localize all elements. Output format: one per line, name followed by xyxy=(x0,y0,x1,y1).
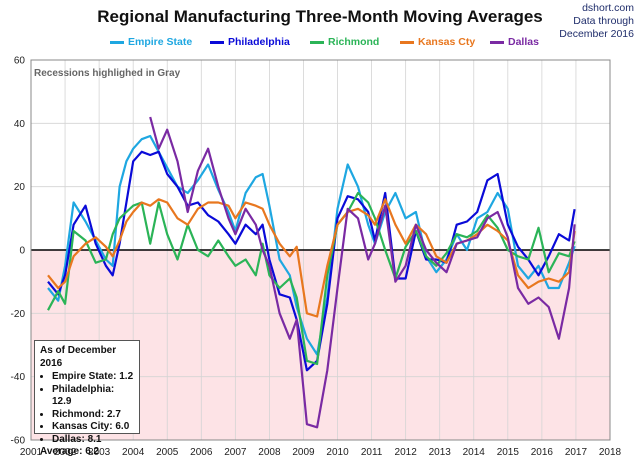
x-tick-label: 2010 xyxy=(326,447,349,458)
x-tick-label: 2006 xyxy=(190,447,213,458)
x-tick-label: 2005 xyxy=(156,447,179,458)
legend-swatch xyxy=(110,40,124,44)
legend-label: Dallas xyxy=(508,36,539,48)
stats-header: As of December 2016 xyxy=(40,345,117,369)
stats-item-richmond: Richmond: 2.7 xyxy=(52,409,134,422)
legend-label: Philadelphia xyxy=(228,36,290,48)
y-tick-label: -40 xyxy=(11,372,26,383)
x-tick-label: 2011 xyxy=(361,447,383,458)
series-line-kansas-cty xyxy=(47,198,576,318)
y-tick-label: 0 xyxy=(19,246,25,257)
series-line-empire-state xyxy=(47,134,576,356)
stats-average: Average: 6.2 xyxy=(40,446,100,457)
x-tick-label: 2013 xyxy=(429,447,452,458)
legend-item-dallas: Dallas xyxy=(490,36,539,48)
x-tick-label: 2018 xyxy=(599,447,622,458)
source-label[interactable]: dshort.com xyxy=(582,2,634,14)
source-block: dshort.com Data through December 2016 xyxy=(559,2,634,41)
y-tick-label: -60 xyxy=(11,436,26,447)
y-tick-label: -20 xyxy=(11,309,26,320)
recession-note: Recessions highlighed in Gray xyxy=(34,68,181,79)
x-tick-label: 2012 xyxy=(395,447,418,458)
legend-item-philadelphia: Philadelphia xyxy=(210,36,290,48)
x-tick-label: 2009 xyxy=(292,447,315,458)
x-tick-label: 2004 xyxy=(122,447,145,458)
stats-item-philadelphia: Philadelphia: 12.9 xyxy=(52,384,134,409)
legend-swatch xyxy=(310,40,324,44)
legend-item-empire-state: Empire State xyxy=(110,36,192,48)
legend-item-richmond: Richmond xyxy=(310,36,379,48)
legend-label: Richmond xyxy=(328,36,380,48)
legend-swatch xyxy=(210,40,224,44)
stats-list: Empire State: 1.2 Philadelphia: 12.9 Ric… xyxy=(40,371,134,446)
y-tick-label: 60 xyxy=(14,56,26,67)
x-tick-label: 2017 xyxy=(565,447,588,458)
legend-label: Empire State xyxy=(128,36,193,48)
series-line-dallas xyxy=(149,116,576,429)
x-tick-label: 2002 xyxy=(54,447,77,458)
legend-swatch xyxy=(400,40,414,44)
stats-item-dallas: Dallas: 8.1 xyxy=(52,434,134,447)
x-tick-label: 2001 xyxy=(20,447,43,458)
legend-label: Kansas Cty xyxy=(418,36,476,48)
data-through-label: Data through xyxy=(573,15,634,27)
y-tick-label: 20 xyxy=(14,182,26,193)
legend-swatch xyxy=(490,40,504,44)
x-tick-label: 2015 xyxy=(497,447,520,458)
y-tick-label: 40 xyxy=(14,119,26,130)
x-tick-label: 2003 xyxy=(88,447,111,458)
legend-item-kansas-city: Kansas Cty xyxy=(400,36,475,48)
x-tick-label: 2008 xyxy=(258,447,281,458)
x-tick-label: 2014 xyxy=(463,447,486,458)
chart-title: Regional Manufacturing Three-Month Movin… xyxy=(97,7,543,26)
x-tick-label: 2016 xyxy=(531,447,554,458)
plot-frame xyxy=(30,59,611,441)
stats-box: As of December 2016 Empire State: 1.2 Ph… xyxy=(34,340,140,457)
stats-item-empire-state: Empire State: 1.2 xyxy=(52,371,134,384)
series-line-richmond xyxy=(47,191,576,366)
x-tick-label: 2007 xyxy=(224,447,247,458)
data-through-date: December 2016 xyxy=(559,28,634,40)
stats-item-kansas-city: Kansas City: 6.0 xyxy=(52,421,134,434)
